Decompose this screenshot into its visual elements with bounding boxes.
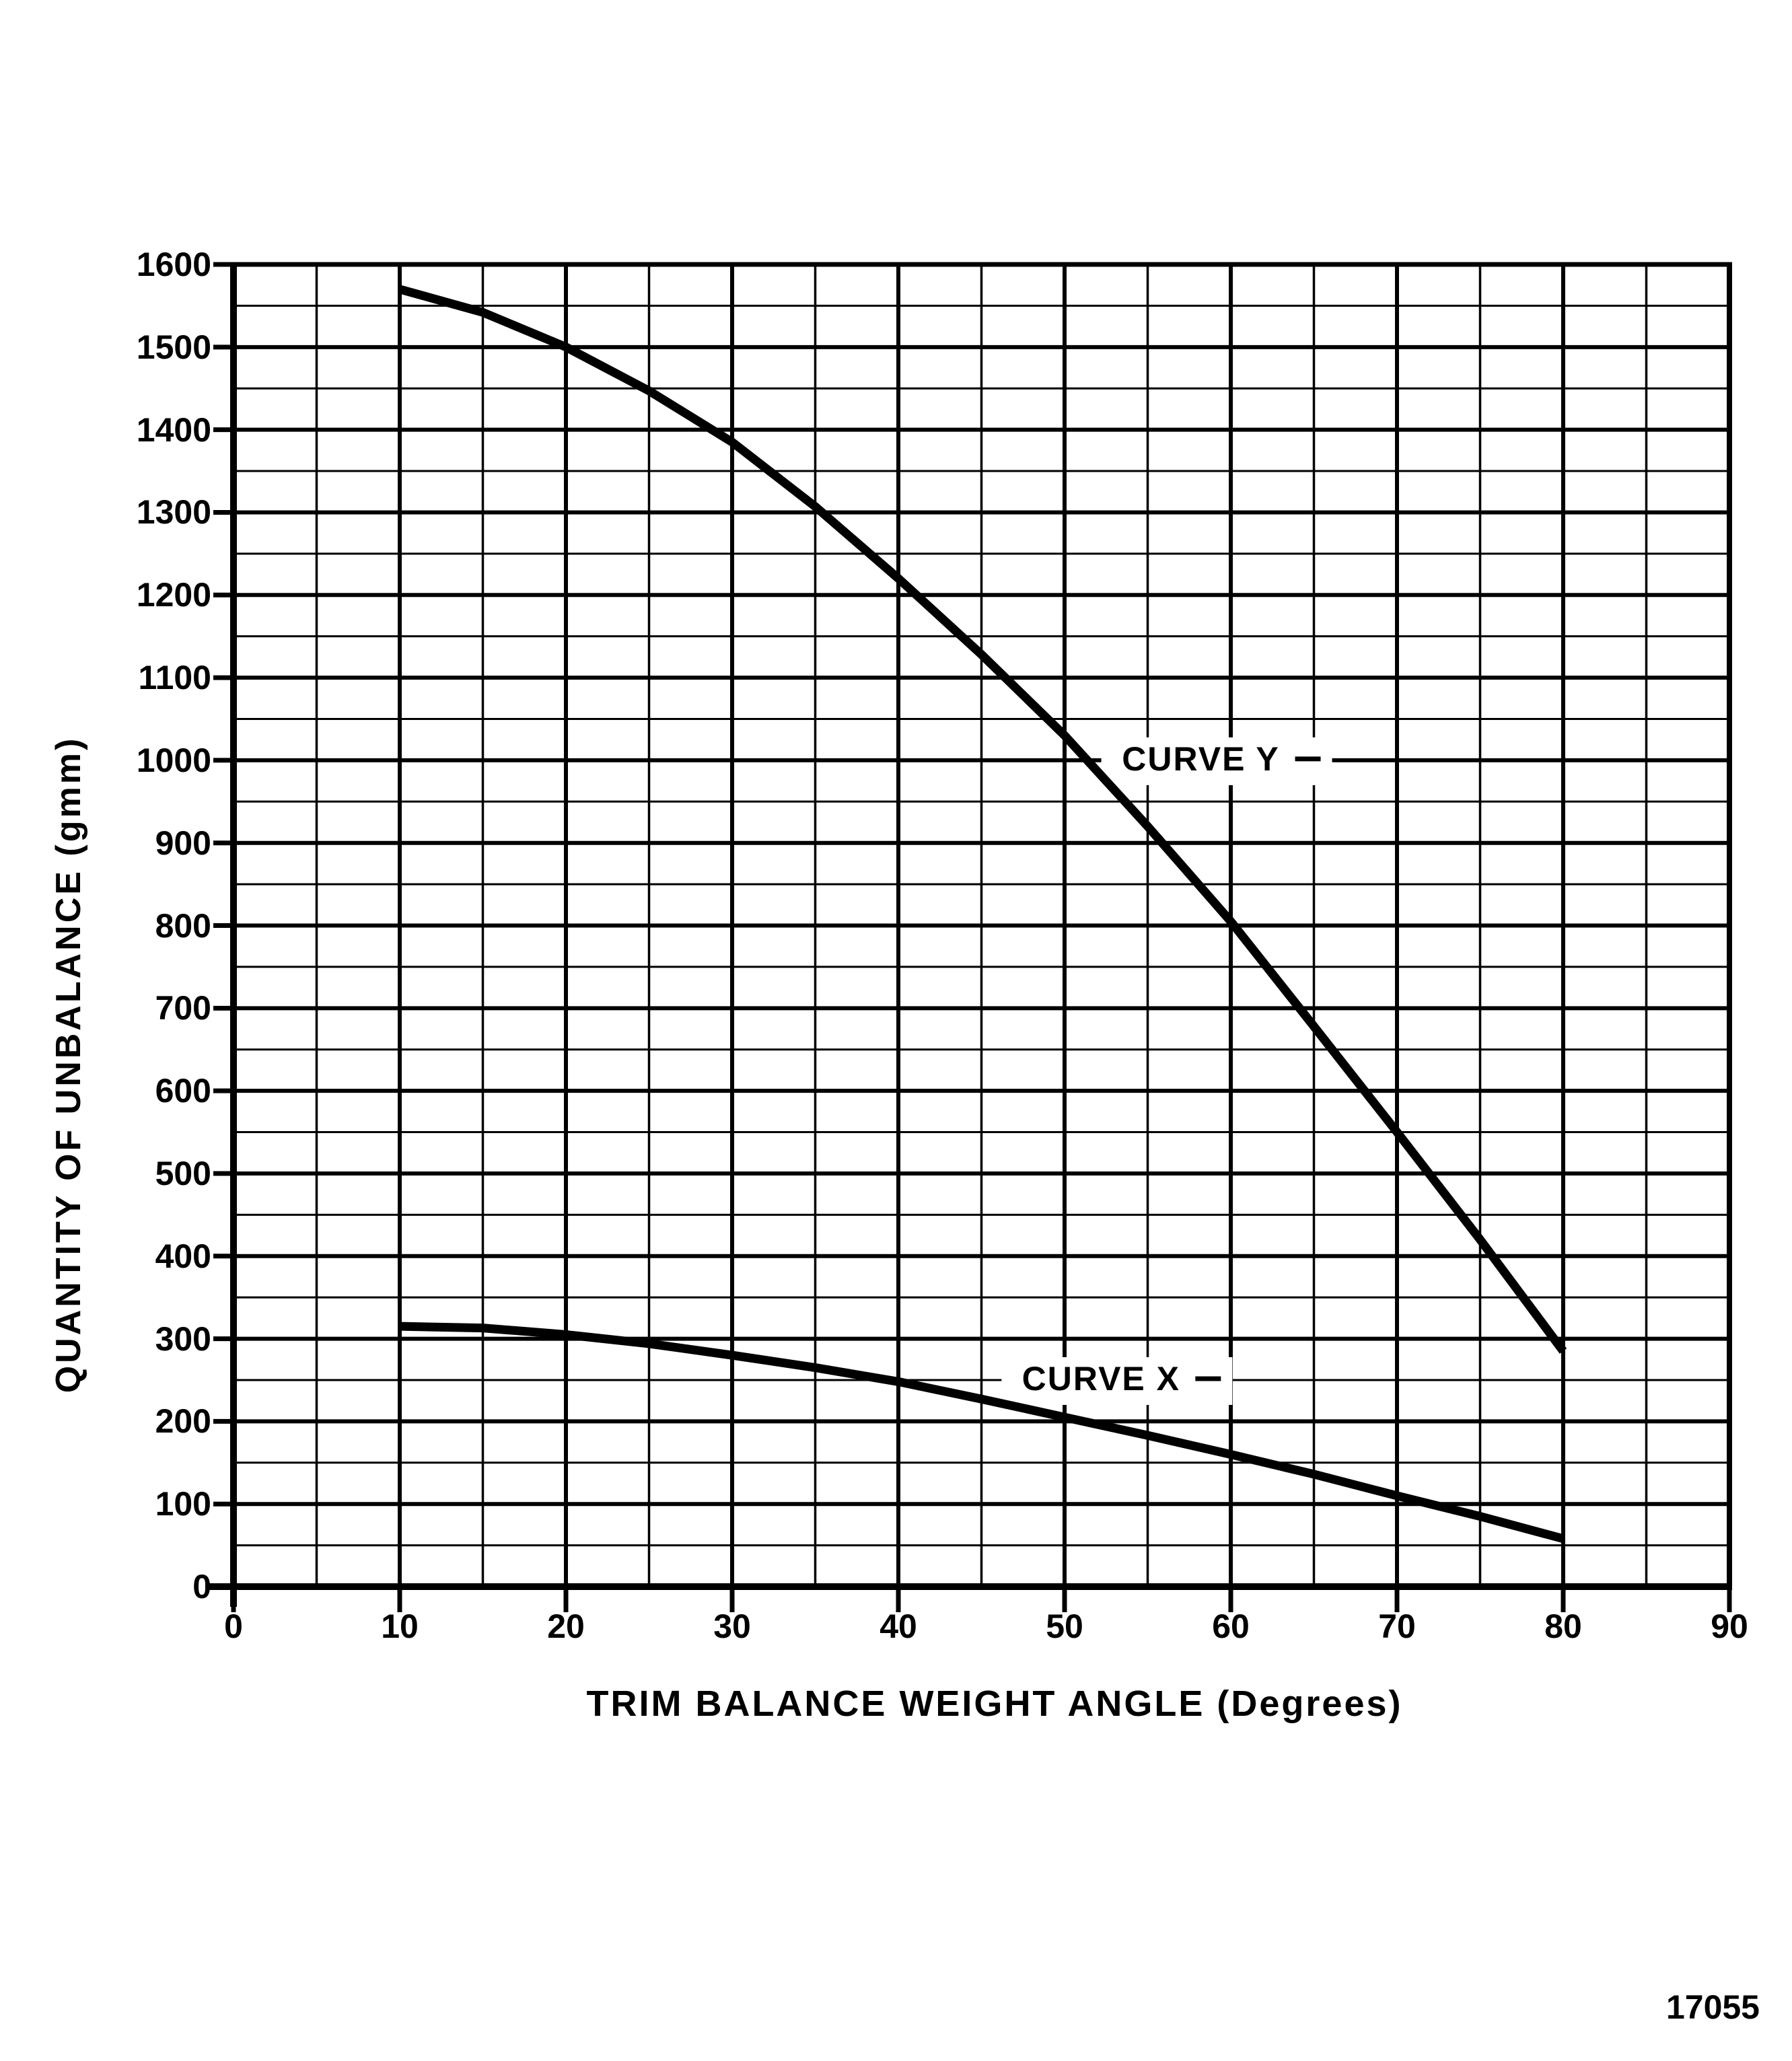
y-tick-label: 900 — [155, 824, 211, 862]
y-tick-label: 100 — [155, 1485, 211, 1523]
y-tick-label: 700 — [155, 989, 211, 1027]
x-axis-title: TRIM BALANCE WEIGHT ANGLE (Degrees) — [586, 1684, 1403, 1724]
x-tick-label: 20 — [547, 1607, 585, 1645]
y-tick-label: 0 — [192, 1568, 211, 1605]
series-line-curve-x — [399, 1322, 1565, 1544]
y-tick-label: 400 — [155, 1237, 211, 1275]
y-tick-label: 500 — [155, 1154, 211, 1192]
curve-label-mask — [1001, 1357, 1233, 1405]
y-axis-title: QUANTITY OF UNBALANCE (gmm) — [49, 735, 88, 1394]
curve-label: CURVE Y — [1122, 739, 1280, 778]
x-tick-label: 30 — [713, 1607, 751, 1645]
y-tick-label: 1500 — [136, 328, 211, 366]
x-tick-label: 80 — [1544, 1607, 1582, 1645]
y-tick-label: 1600 — [136, 246, 211, 283]
y-tick-label: 1200 — [136, 576, 211, 614]
x-tick-label: 60 — [1212, 1607, 1250, 1645]
x-tick-label: 10 — [381, 1607, 419, 1645]
x-tick-label: 90 — [1711, 1607, 1748, 1645]
x-tick-label: 50 — [1046, 1607, 1083, 1645]
figure-number: 17055 — [1665, 1988, 1760, 2026]
x-tick-label: 0 — [224, 1607, 243, 1645]
y-tick-label: 1000 — [136, 741, 211, 779]
y-tick-label: 1300 — [136, 493, 211, 532]
x-tick-label: 70 — [1378, 1607, 1416, 1645]
y-tick-label: 1100 — [138, 659, 211, 697]
series-line-curve-y — [398, 285, 1567, 1354]
curve-label-mask — [1101, 737, 1332, 785]
x-tick-label: 40 — [880, 1607, 917, 1645]
y-tick-label: 300 — [155, 1319, 211, 1358]
y-tick-label: 1400 — [136, 410, 211, 449]
y-tick-label: 800 — [155, 906, 211, 945]
y-tick-label: 200 — [155, 1402, 211, 1441]
curve-label: CURVE X — [1022, 1359, 1181, 1398]
y-tick-label: 600 — [155, 1072, 211, 1110]
